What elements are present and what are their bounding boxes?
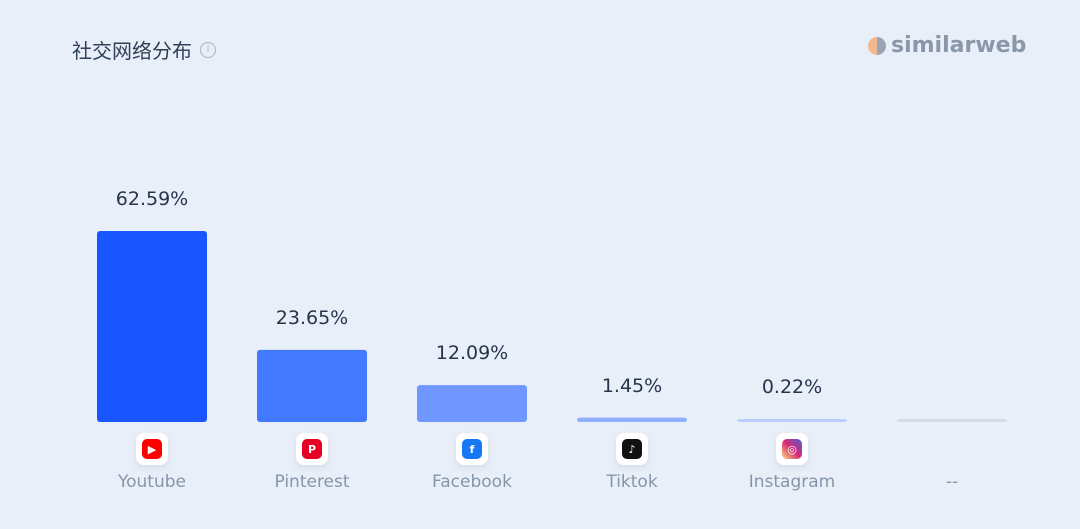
info-icon[interactable]: i bbox=[200, 41, 216, 58]
category-label: Instagram bbox=[748, 472, 836, 492]
category-label: Tiktok bbox=[606, 472, 658, 492]
data-label: 62.59% bbox=[115, 188, 189, 210]
brand-text: similarweb bbox=[891, 33, 1027, 58]
chart-title: 社交网络分布 i bbox=[72, 35, 216, 64]
bar-youtube[interactable] bbox=[97, 231, 207, 422]
similarweb-logo-icon bbox=[868, 36, 886, 55]
similarweb-logo: similarweb bbox=[868, 33, 1026, 58]
title-text: 社交网络分布 bbox=[72, 39, 192, 63]
data-label: 0.22% bbox=[761, 376, 823, 398]
facebook-icon: f bbox=[456, 433, 488, 465]
tiktok-icon: ♪ bbox=[616, 433, 648, 465]
instagram-icon: ◎ bbox=[776, 433, 808, 465]
bar-instagram[interactable] bbox=[737, 419, 847, 422]
category-label: Pinterest bbox=[274, 472, 350, 492]
category-label: -- bbox=[945, 472, 959, 492]
data-label: 1.45% bbox=[601, 374, 663, 397]
youtube-icon: ▶ bbox=[136, 433, 168, 465]
pinterest-icon: P bbox=[296, 433, 328, 465]
bar-tiktok[interactable] bbox=[577, 417, 687, 422]
category-label: Youtube bbox=[118, 472, 186, 492]
bar-pinterest[interactable] bbox=[257, 349, 367, 422]
category-label: Facebook bbox=[432, 472, 512, 492]
bar-facebook[interactable] bbox=[417, 385, 527, 422]
bar-[interactable] bbox=[897, 419, 1007, 422]
data-label: 12.09% bbox=[435, 342, 509, 365]
data-label: 23.65% bbox=[275, 306, 349, 329]
